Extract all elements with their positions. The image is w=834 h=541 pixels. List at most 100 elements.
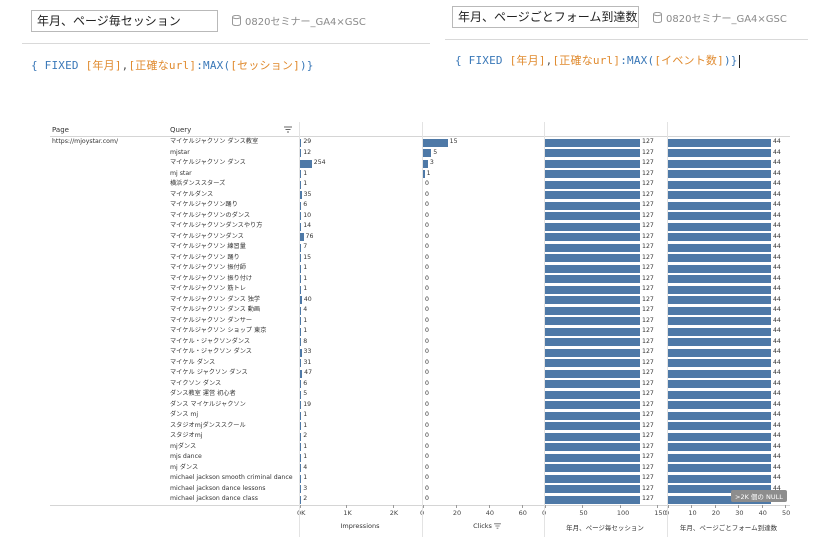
imp-bar[interactable] xyxy=(300,453,302,462)
ses-bar[interactable] xyxy=(545,264,641,273)
query-cell[interactable]: mjダンス xyxy=(170,442,197,450)
imp-bar[interactable] xyxy=(300,243,302,252)
left-formula-editor[interactable]: { FIXED [年月],[正確なurl]:MAX([セッション])} xyxy=(31,57,314,73)
query-cell[interactable]: ダンス マイケルジャクソン xyxy=(170,400,246,408)
query-cell[interactable]: mj ダンス xyxy=(170,463,199,471)
frm-bar[interactable] xyxy=(668,495,771,504)
frm-bar[interactable] xyxy=(668,474,771,483)
ses-bar[interactable] xyxy=(545,432,641,441)
ses-bar[interactable] xyxy=(545,317,641,325)
imp-bar[interactable] xyxy=(300,474,302,483)
imp-bar[interactable] xyxy=(300,327,302,336)
imp-bar[interactable] xyxy=(300,338,302,346)
frm-bar[interactable] xyxy=(668,432,771,441)
right-formula-editor[interactable]: { FIXED [年月],[正確なurl]:MAX([イベント数])} xyxy=(455,52,740,68)
imp-bar[interactable] xyxy=(300,159,312,168)
frm-bar[interactable] xyxy=(668,254,771,262)
frm-bar[interactable] xyxy=(668,317,771,325)
left-calc-name-field[interactable]: 年月、ページ毎セッション xyxy=(31,10,218,32)
query-cell[interactable]: マイケルジャクソンダンスやり方 xyxy=(170,222,263,229)
query-cell[interactable]: ダンス mj xyxy=(170,411,199,418)
ses-bar[interactable] xyxy=(545,453,641,462)
column-header-query[interactable]: Query xyxy=(170,126,191,134)
ses-bar[interactable] xyxy=(545,411,641,420)
ses-bar[interactable] xyxy=(545,390,641,399)
axis-title-clk[interactable]: Clicks xyxy=(473,522,492,530)
frm-bar[interactable] xyxy=(668,170,771,178)
imp-bar[interactable] xyxy=(300,485,302,493)
ses-bar[interactable] xyxy=(545,243,641,252)
imp-bar[interactable] xyxy=(300,191,302,199)
ses-bar[interactable] xyxy=(545,275,641,283)
ses-bar[interactable] xyxy=(545,296,641,304)
frm-bar[interactable] xyxy=(668,348,771,357)
imp-bar[interactable] xyxy=(300,275,302,283)
query-cell[interactable]: マイケルジャクソン ダンス 独学 xyxy=(170,295,261,303)
imp-bar[interactable] xyxy=(300,401,302,409)
ses-bar[interactable] xyxy=(545,306,641,315)
imp-bar[interactable] xyxy=(300,285,302,294)
query-cell[interactable]: スタジオmj xyxy=(170,432,203,439)
frm-bar[interactable] xyxy=(668,369,771,378)
query-cell[interactable]: michael jackson dance lessons xyxy=(170,484,266,492)
imp-bar[interactable] xyxy=(300,254,302,262)
frm-bar[interactable] xyxy=(668,180,771,189)
query-cell[interactable]: マイケルジャクソン 振付師 xyxy=(170,264,246,271)
query-cell[interactable]: マイケル・ジャクソンダンス xyxy=(170,337,251,345)
imp-bar[interactable] xyxy=(300,411,302,420)
imp-bar[interactable] xyxy=(300,380,302,388)
frm-bar[interactable] xyxy=(668,191,771,199)
clk-bar[interactable] xyxy=(423,138,448,147)
ses-bar[interactable] xyxy=(545,233,641,241)
query-cell[interactable]: マイケルジャクソン ダンス 動画 xyxy=(170,306,261,313)
query-cell[interactable]: マイケルジャクソン 踊り xyxy=(170,253,240,261)
query-cell[interactable]: mjstar xyxy=(170,148,190,156)
sort-icon[interactable] xyxy=(494,523,501,529)
ses-bar[interactable] xyxy=(545,254,641,262)
query-cell[interactable]: マイケル ダンス xyxy=(170,358,216,366)
imp-bar[interactable] xyxy=(300,264,302,273)
query-cell[interactable]: マイケル・ジャクソン ダンス xyxy=(170,348,252,355)
imp-bar[interactable] xyxy=(300,201,302,210)
query-cell[interactable]: スタジオmjダンススクール xyxy=(170,421,246,429)
frm-bar[interactable] xyxy=(668,359,771,367)
imp-bar[interactable] xyxy=(300,348,302,357)
frm-bar[interactable] xyxy=(668,338,771,346)
ses-bar[interactable] xyxy=(545,327,641,336)
frm-bar[interactable] xyxy=(668,243,771,252)
sort-icon[interactable] xyxy=(284,126,292,133)
imp-bar[interactable] xyxy=(300,170,302,178)
imp-bar[interactable] xyxy=(300,222,302,231)
imp-bar[interactable] xyxy=(300,306,302,315)
query-cell[interactable]: michael jackson smooth criminal dance xyxy=(170,474,293,481)
frm-bar[interactable] xyxy=(668,327,771,336)
frm-bar[interactable] xyxy=(668,306,771,315)
ses-bar[interactable] xyxy=(545,201,641,210)
imp-bar[interactable] xyxy=(300,422,302,430)
query-cell[interactable]: マイクソン ダンス xyxy=(170,379,222,387)
ses-bar[interactable] xyxy=(545,495,641,504)
imp-bar[interactable] xyxy=(300,464,302,472)
imp-bar[interactable] xyxy=(300,180,302,189)
imp-bar[interactable] xyxy=(300,233,304,241)
frm-bar[interactable] xyxy=(668,411,771,420)
query-cell[interactable]: マイケルジャクソン 筋トレ xyxy=(170,285,246,292)
ses-bar[interactable] xyxy=(545,149,641,157)
frm-bar[interactable] xyxy=(668,485,771,493)
query-cell[interactable]: mjs dance xyxy=(170,453,202,460)
imp-bar[interactable] xyxy=(300,359,302,367)
frm-bar[interactable] xyxy=(668,380,771,388)
imp-bar[interactable] xyxy=(300,296,302,304)
null-indicator[interactable]: >2K 個の NULL xyxy=(731,490,787,502)
query-cell[interactable]: マイケルダンス xyxy=(170,190,214,198)
frm-bar[interactable] xyxy=(668,264,771,273)
ses-bar[interactable] xyxy=(545,401,641,409)
imp-bar[interactable] xyxy=(300,138,302,147)
ses-bar[interactable] xyxy=(545,138,641,147)
query-cell[interactable]: マイケルジャクソン ショップ 東京 xyxy=(170,327,267,334)
imp-bar[interactable] xyxy=(300,443,302,451)
frm-bar[interactable] xyxy=(668,464,771,472)
frm-bar[interactable] xyxy=(668,201,771,210)
axis-title-frm[interactable]: 年月、ページごとフォーム到達数 xyxy=(679,524,778,532)
clk-bar[interactable] xyxy=(423,170,425,178)
